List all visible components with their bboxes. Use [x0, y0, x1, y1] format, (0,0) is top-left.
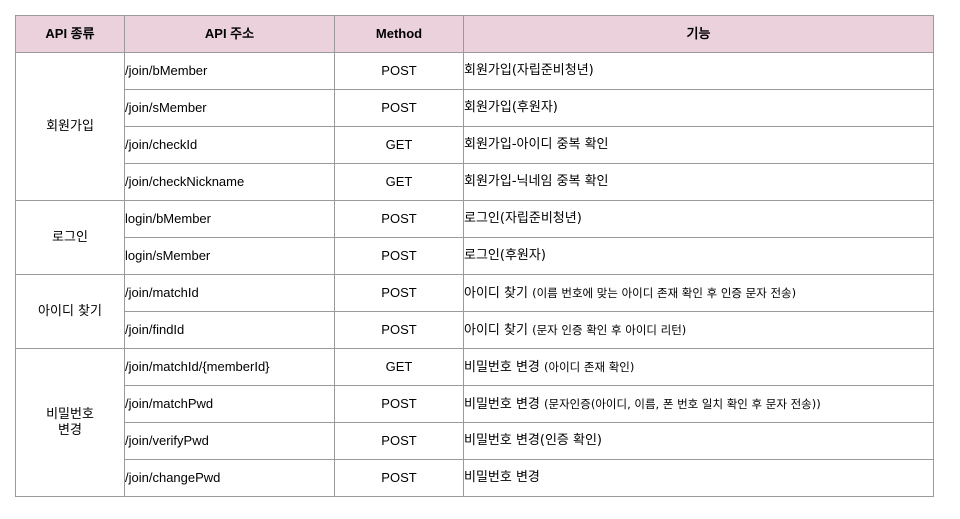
function-cell: 아이디 찾기 (이름 번호에 맞는 아이디 존재 확인 후 인증 문자 전송): [463, 274, 934, 312]
api-address-cell: /join/checkNickname: [124, 163, 335, 201]
table-body: 회원가입/join/bMember POST 회원가입(자립준비청년)/join/s…: [15, 52, 934, 497]
table-row: /join/verifyPwd POST 비밀번호 변경(인증 확인): [16, 422, 934, 460]
api-address-cell: /join/verifyPwd: [124, 422, 335, 460]
function-main-text: 비밀번호 변경(인증 확인): [464, 433, 603, 448]
table-row: 아이디 찾기/join/matchId POST 아이디 찾기 (이름 번호에 맞는…: [15, 274, 934, 349]
api-group-label: 회원가입: [46, 118, 94, 134]
function-cell: 비밀번호 변경 (문자인증(아이디, 이름, 폰 번호 일치 확인 후 문자 전…: [463, 385, 934, 423]
api-address-cell: /join/changePwd: [124, 459, 335, 497]
function-note-text: (문자 인증 확인 후 아이디 리턴): [532, 322, 687, 337]
method-cell: POST: [334, 52, 464, 90]
method-cell: POST: [334, 274, 464, 312]
method-cell: POST: [334, 200, 464, 238]
api-address-cell: /join/checkId: [124, 126, 335, 164]
method-cell: POST: [334, 422, 464, 460]
header-api-address: API 주소: [124, 15, 335, 53]
api-address-cell: /join/matchId: [124, 274, 335, 312]
function-cell: 로그인(자립준비청년): [463, 200, 934, 238]
api-address-cell: /join/matchPwd: [124, 385, 335, 423]
function-cell: 회원가입(후원자): [463, 89, 934, 127]
header-row: API 종류 API 주소 Method 기능: [15, 15, 934, 53]
table-row: login/sMember POST 로그인(후원자): [16, 237, 934, 275]
function-cell: 회원가입-아이디 중복 확인: [463, 126, 934, 164]
method-cell: POST: [334, 89, 464, 127]
api-address-cell: /join/bMember: [124, 52, 335, 90]
method-cell: GET: [334, 348, 464, 386]
api-table: API 종류 API 주소 Method 기능 회원가입/join/bMembe…: [15, 15, 934, 497]
function-cell: 비밀번호 변경: [463, 459, 934, 497]
function-main-text: 비밀번호 변경: [464, 359, 545, 375]
api-address-cell: /join/matchId/{memberId}: [124, 348, 335, 386]
function-main-text: 아이디 찾기: [464, 285, 533, 301]
function-note-text: (이름 번호에 맞는 아이디 존재 확인 후 인증 문자 전송): [532, 285, 797, 300]
api-group-label: 비밀번호 변경: [46, 406, 94, 438]
function-cell: 아이디 찾기 (문자 인증 확인 후 아이디 리턴): [463, 311, 934, 349]
api-group-label: 아이디 찾기: [38, 303, 102, 319]
header-method: Method: [334, 15, 464, 53]
method-cell: POST: [334, 237, 464, 275]
api-group-cell: 아이디 찾기: [15, 274, 125, 349]
table-row: /join/changePwd POST 비밀번호 변경: [16, 459, 934, 497]
function-main-text: 로그인(자립준비청년): [464, 211, 582, 226]
api-address-cell: login/bMember: [124, 200, 335, 238]
function-main-text: 로그인(후원자): [464, 248, 546, 263]
api-group-label: 로그인: [52, 229, 88, 245]
function-cell: 비밀번호 변경(인증 확인): [463, 422, 934, 460]
table-row: /join/matchPwd POST 비밀번호 변경 (문자인증(아이디, 이름,…: [16, 385, 934, 423]
api-address-cell: /join/sMember: [124, 89, 335, 127]
function-cell: 비밀번호 변경 (아이디 존재 확인): [463, 348, 934, 386]
api-group-cell: 비밀번호 변경: [15, 348, 125, 497]
function-cell: 로그인(후원자): [463, 237, 934, 275]
function-note-text: (아이디 존재 확인): [544, 359, 635, 374]
table-header: API 종류 API 주소 Method 기능: [15, 15, 934, 53]
function-cell: 회원가입-닉네임 중복 확인: [463, 163, 934, 201]
table-row: /join/checkId GET 회원가입-아이디 중복 확인: [16, 126, 934, 164]
function-main-text: 회원가입(후원자): [464, 100, 558, 115]
api-address-cell: login/sMember: [124, 237, 335, 275]
table-row: /join/checkNickname GET 회원가입-닉네임 중복 확인: [16, 163, 934, 201]
function-main-text: 회원가입(자립준비청년): [464, 63, 594, 78]
table-row: /join/findId POST 아이디 찾기 (문자 인증 확인 후 아이디 리…: [16, 311, 934, 349]
table-row: 로그인 login/bMember POST 로그인(자립준비청년): [15, 200, 934, 275]
table-row: 비밀번호 변경/join/matchId/{memberId} GET 비밀번호 변…: [15, 348, 934, 497]
function-main-text: 비밀번호 변경: [464, 470, 540, 485]
header-function: 기능: [463, 15, 934, 53]
table-row: 회원가입/join/bMember POST 회원가입(자립준비청년): [15, 52, 934, 201]
function-main-text: 회원가입-아이디 중복 확인: [464, 137, 609, 152]
api-group-cell: 로그인: [15, 200, 125, 275]
api-address-cell: /join/findId: [124, 311, 335, 349]
table-row: /join/sMember POST 회원가입(후원자): [16, 89, 934, 127]
function-note-text: (문자인증(아이디, 이름, 폰 번호 일치 확인 후 문자 전송)): [544, 396, 821, 411]
header-api-type: API 종류: [15, 15, 125, 53]
function-cell: 회원가입(자립준비청년): [463, 52, 934, 90]
api-group-cell: 회원가입: [15, 52, 125, 201]
method-cell: POST: [334, 459, 464, 497]
method-cell: GET: [334, 126, 464, 164]
method-cell: GET: [334, 163, 464, 201]
function-main-text: 비밀번호 변경: [464, 396, 545, 412]
method-cell: POST: [334, 385, 464, 423]
method-cell: POST: [334, 311, 464, 349]
function-main-text: 회원가입-닉네임 중복 확인: [464, 174, 609, 189]
function-main-text: 아이디 찾기: [464, 322, 533, 338]
